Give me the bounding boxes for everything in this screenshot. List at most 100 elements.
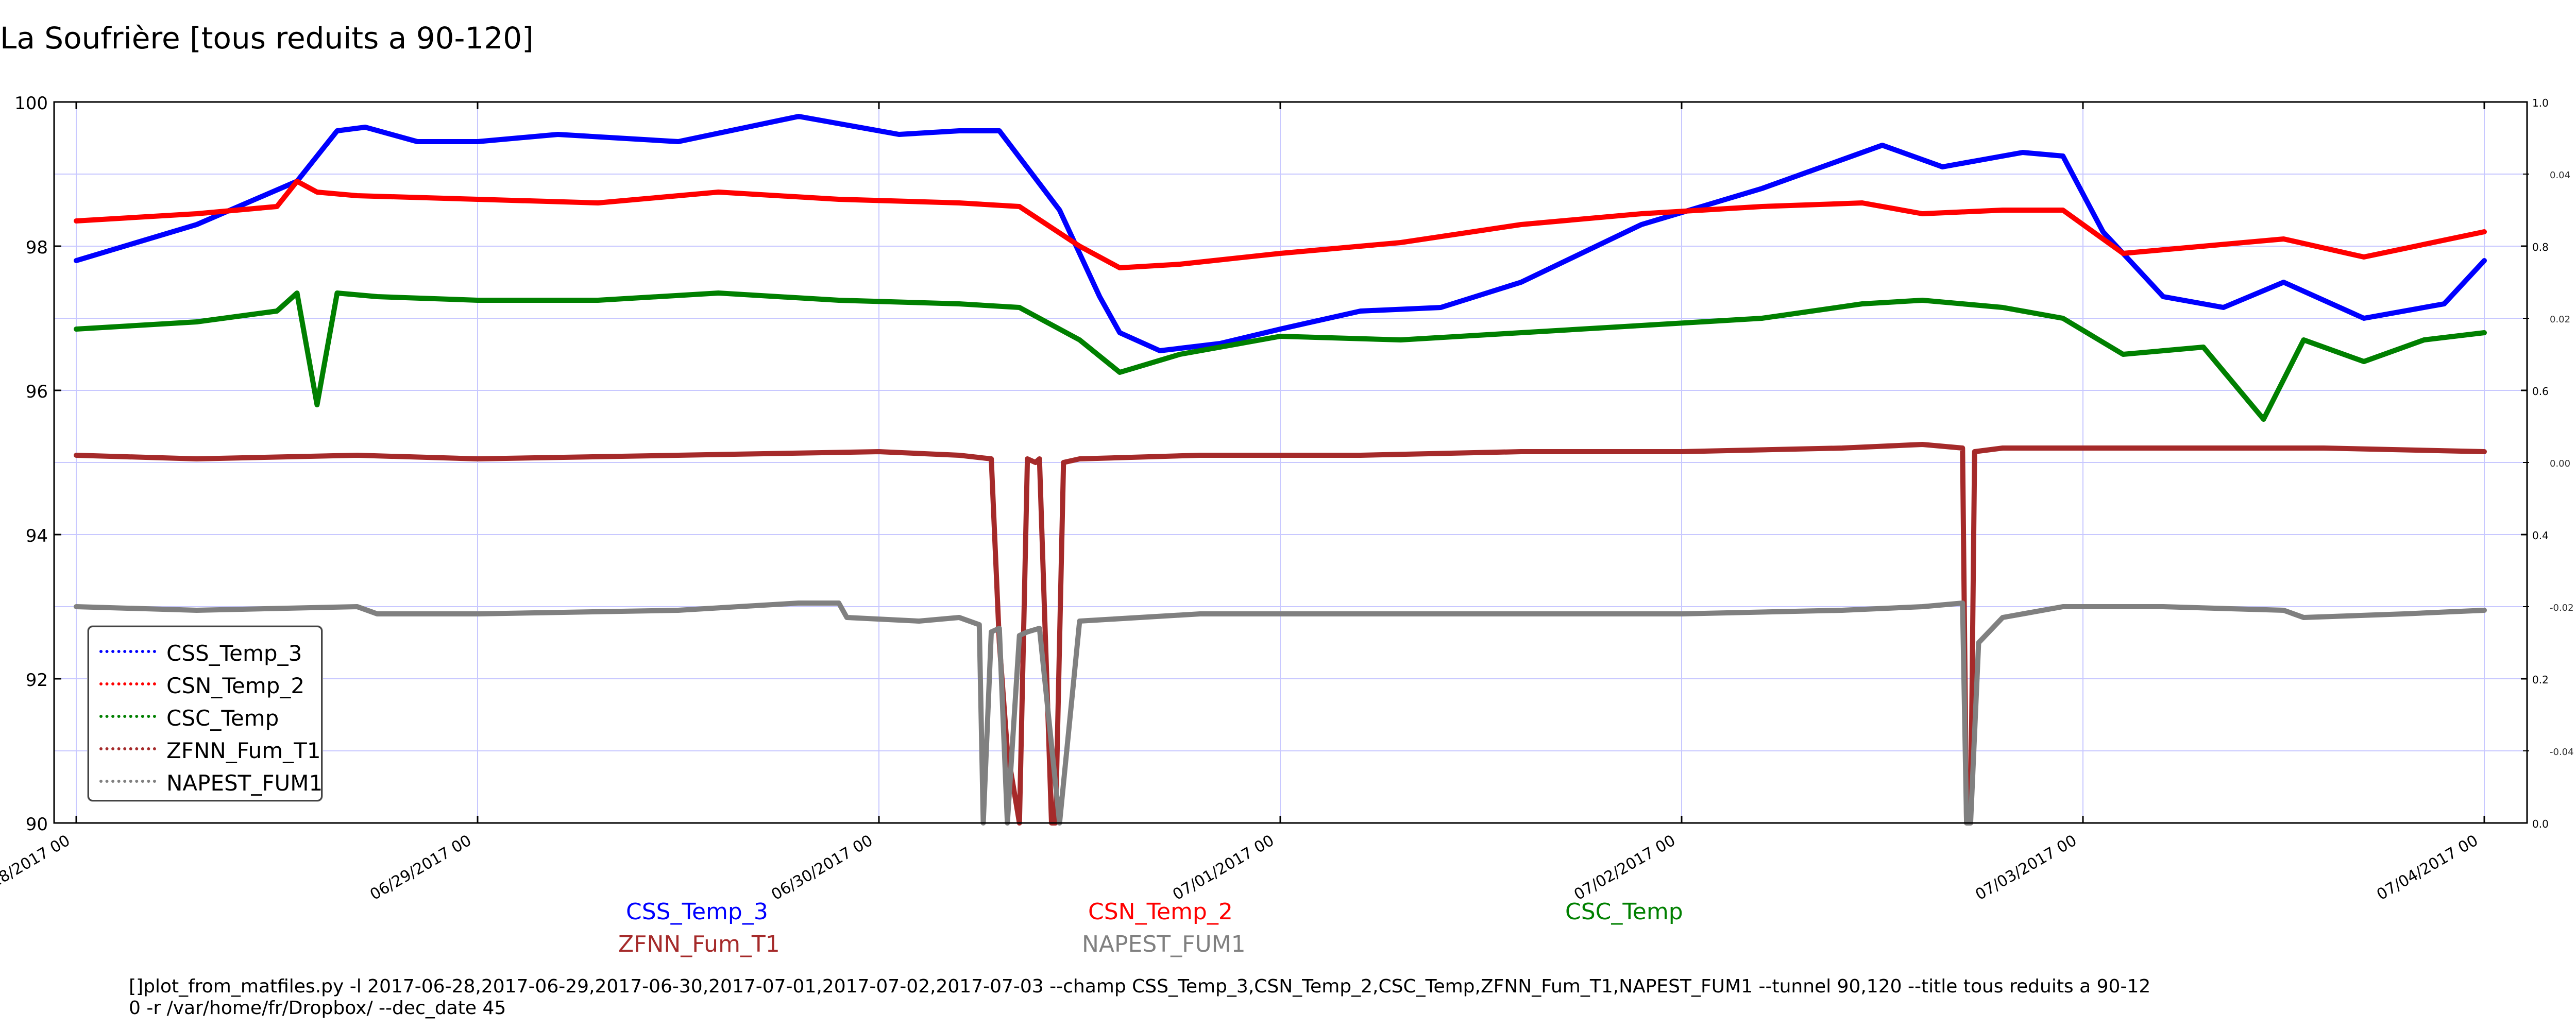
legend-entry-css-temp-3: CSS_Temp_3 bbox=[99, 638, 302, 668]
data-point bbox=[1398, 241, 1403, 245]
data-point bbox=[375, 295, 380, 299]
y-tick-label: 94 bbox=[26, 526, 48, 546]
data-point bbox=[596, 298, 600, 302]
data-point bbox=[1061, 460, 1066, 465]
data-point bbox=[2161, 446, 2165, 450]
data-point bbox=[476, 197, 480, 201]
data-point bbox=[1033, 460, 1038, 465]
data-point bbox=[1117, 266, 1122, 270]
data-point bbox=[1198, 612, 1202, 616]
data-point bbox=[2161, 605, 2165, 609]
data-point bbox=[355, 194, 360, 198]
data-point bbox=[1178, 262, 1182, 266]
data-point bbox=[1025, 457, 1030, 461]
legend-swatch-csn-temp-2 bbox=[99, 682, 156, 689]
right-tick-label: 0.6 bbox=[2532, 385, 2549, 398]
data-point bbox=[74, 327, 78, 331]
data-point bbox=[2281, 280, 2286, 284]
legend-entry-csn-temp-2: CSN_Temp_2 bbox=[99, 670, 304, 701]
data-point bbox=[1680, 450, 1684, 454]
right-tick-label: 0.2 bbox=[2532, 674, 2549, 686]
data-point bbox=[2482, 450, 2486, 454]
data-point bbox=[1097, 295, 1102, 299]
data-point bbox=[2301, 615, 2306, 620]
data-point bbox=[1077, 244, 1082, 248]
data-point bbox=[476, 140, 480, 144]
data-point bbox=[194, 222, 199, 227]
data-point bbox=[74, 259, 78, 263]
data-point bbox=[2221, 305, 2226, 310]
data-point bbox=[1920, 605, 1925, 609]
data-point bbox=[1840, 158, 1844, 162]
data-point bbox=[2021, 150, 2025, 154]
data-point bbox=[1759, 186, 1764, 191]
x-tick-label: 06/29/2017 00 bbox=[367, 832, 474, 904]
data-point bbox=[1358, 612, 1363, 616]
data-point bbox=[363, 125, 367, 129]
legend-label-zfnn-fum-t1: ZFNN_Fum_T1 bbox=[166, 737, 321, 763]
data-point bbox=[2061, 208, 2065, 212]
data-point bbox=[1860, 302, 1865, 306]
axes-layer: 90 92 94 96 98 100 0.0 0.2 0.4 0.6 0.8 1.0 -0.04 -0.0… bbox=[0, 93, 2574, 904]
data-point bbox=[844, 615, 849, 620]
legend-entry-zfnn-fum-t1: ZFNN_Fum_T1 bbox=[99, 735, 321, 766]
data-point bbox=[989, 457, 994, 461]
y-tick-label: 96 bbox=[26, 382, 48, 402]
legend-swatch-napest-fum1 bbox=[99, 780, 156, 786]
x-tick-label: 07/03/2017 00 bbox=[1972, 832, 2080, 904]
data-point bbox=[2362, 359, 2366, 364]
data-point bbox=[1920, 298, 1925, 302]
data-point bbox=[2201, 345, 2206, 349]
data-point bbox=[295, 179, 299, 183]
data-point bbox=[1077, 619, 1082, 623]
data-point bbox=[2001, 305, 2005, 310]
data-point bbox=[1972, 450, 1977, 454]
data-point bbox=[1278, 251, 1282, 255]
data-point bbox=[957, 129, 961, 133]
data-point bbox=[415, 140, 420, 144]
data-point bbox=[74, 219, 78, 223]
legend: CSS_Temp_3 CSN_Temp_2 CSC_Temp ZFNN_Fum_… bbox=[88, 626, 323, 801]
data-point bbox=[2100, 230, 2105, 234]
data-point bbox=[957, 453, 961, 457]
data-point bbox=[2201, 244, 2206, 248]
data-point bbox=[1639, 212, 1644, 216]
data-point bbox=[476, 298, 480, 302]
legend-swatch-css-temp-3 bbox=[99, 650, 156, 656]
data-point bbox=[1639, 323, 1644, 328]
data-point bbox=[1920, 442, 1925, 447]
command-line-2: 0 -r /var/home/fr/Dropbox/ --dec_date 45 bbox=[129, 998, 506, 1019]
bottom-label-css-temp-3: CSS_Temp_3 bbox=[626, 899, 768, 925]
data-point bbox=[1037, 626, 1042, 630]
data-point bbox=[917, 619, 921, 623]
data-point bbox=[1278, 334, 1282, 338]
data-point bbox=[355, 605, 360, 609]
data-point bbox=[1519, 222, 1523, 227]
data-point bbox=[989, 630, 994, 634]
x-tick-label: 06/28/2017 00 bbox=[0, 832, 73, 904]
legend-label-csn-temp-2: CSN_Temp_2 bbox=[166, 673, 305, 698]
data-point bbox=[2482, 331, 2486, 335]
y-tick-label: 92 bbox=[26, 670, 48, 691]
series-line-napest-fum1 bbox=[74, 600, 2487, 826]
data-point bbox=[997, 129, 1002, 133]
grid-layer bbox=[54, 101, 2527, 823]
bottom-label-csc-temp: CSC_Temp bbox=[1565, 899, 1683, 925]
x-tick-label: 07/01/2017 00 bbox=[1170, 832, 1277, 904]
legend-entry-napest-fum1: NAPEST_FUM1 bbox=[99, 767, 323, 798]
data-point bbox=[1680, 612, 1684, 616]
data-point bbox=[1398, 338, 1403, 342]
data-point bbox=[1077, 338, 1082, 342]
data-point bbox=[2301, 338, 2306, 342]
data-point bbox=[2321, 446, 2326, 450]
data-point bbox=[1017, 305, 1022, 310]
data-point bbox=[1158, 349, 1162, 353]
data-point bbox=[957, 201, 961, 205]
series-line-csc-temp bbox=[74, 290, 2487, 422]
data-point bbox=[1017, 204, 1022, 209]
data-point bbox=[1198, 453, 1202, 457]
data-point bbox=[837, 197, 841, 201]
bottom-label-napest-fum1: NAPEST_FUM1 bbox=[1082, 931, 1246, 957]
